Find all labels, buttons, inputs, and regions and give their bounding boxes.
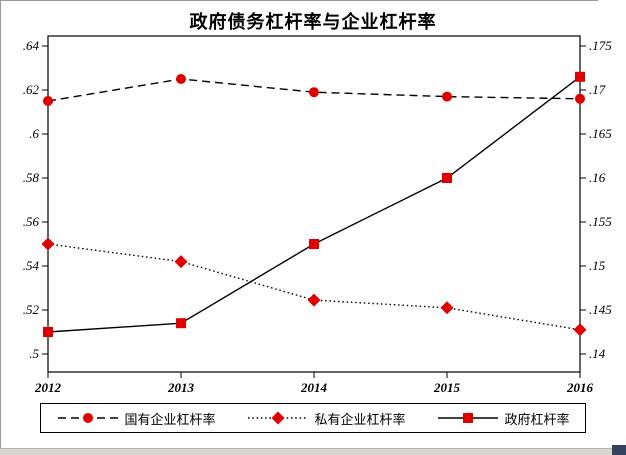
marker-diamond xyxy=(573,323,587,337)
right-axis-tick-label: .155 xyxy=(589,214,612,229)
legend-sample-soe xyxy=(58,413,119,423)
marker-diamond xyxy=(174,255,188,269)
window-border-left xyxy=(0,0,1,449)
legend-marker-diamond-icon xyxy=(271,411,285,425)
right-axis-tick-label: .17 xyxy=(589,82,606,97)
marker-square xyxy=(442,173,452,183)
legend-marker-circle-icon xyxy=(83,413,94,423)
x-axis-tick-label: 2016 xyxy=(566,380,594,395)
series-line-private xyxy=(47,243,581,331)
right-axis-tick-label: .175 xyxy=(589,38,612,53)
marker-diamond xyxy=(307,293,321,307)
left-axis-tick-label: .52 xyxy=(23,302,40,317)
legend-label-private: 私有企业杠杆率 xyxy=(314,411,406,427)
x-axis-tick-label: 2013 xyxy=(167,380,195,395)
legend-sample-private xyxy=(248,411,309,425)
right-axis-tick-label: .14 xyxy=(589,346,606,361)
left-axis-tick-label: .54 xyxy=(23,258,40,273)
marker-square xyxy=(43,327,53,337)
series-government xyxy=(43,71,585,337)
marker-circle xyxy=(442,91,452,102)
marker-square xyxy=(575,71,585,82)
marker-square xyxy=(176,318,186,329)
marker-circle xyxy=(176,74,186,84)
legend-label-government: 政府杠杆率 xyxy=(504,411,570,427)
plot-box xyxy=(47,35,581,373)
x-axis-tick-label: 2014 xyxy=(300,380,328,395)
series-private xyxy=(41,237,587,337)
chart-title: 政府债务杠杆率与企业杠杆率 xyxy=(189,12,437,32)
left-axis-tick-label: .58 xyxy=(23,170,40,185)
x-axis-tick-label: 2012 xyxy=(34,380,62,395)
scrollbar-corner xyxy=(612,445,626,455)
horizontal-scrollbar[interactable] xyxy=(0,448,626,455)
series-line-soe xyxy=(47,78,581,102)
x-axis-tick-label: 2015 xyxy=(433,380,461,395)
plot-svg: .5 .52 .54 .56 .58 .6 .62 .64 .14 .145 .15 .155 .16.… xyxy=(23,35,612,395)
right-axis-tick-label: .16 xyxy=(589,170,606,185)
legend-item-private: 私有企业杠杆率 xyxy=(246,409,406,428)
legend-item-soe: 国有企业杠杆率 xyxy=(56,409,216,428)
marker-square xyxy=(309,239,319,249)
marker-circle xyxy=(43,96,53,106)
right-axis-tick-label: .165 xyxy=(589,126,612,141)
marker-circle xyxy=(575,93,585,104)
chart-legend: 国有企业杠杆率 私有企业杠杆率 政府杠杆率 xyxy=(40,403,586,433)
left-axis-tick-label: .5 xyxy=(29,346,39,361)
window-border-top xyxy=(0,0,598,1)
legend-label-soe: 国有企业杠杆率 xyxy=(124,411,216,427)
legend-marker-square-icon xyxy=(463,413,474,423)
chart-plot: .5 .52 .54 .56 .58 .6 .62 .64 .14 .145 .15 .155 .16.… xyxy=(23,35,612,395)
series-soe xyxy=(43,74,585,106)
left-axis-tick-label: .64 xyxy=(23,38,40,53)
legend-item-government: 政府杠杆率 xyxy=(436,409,570,428)
right-axis-tick-label: .15 xyxy=(589,258,606,273)
left-axis-tick-label: .62 xyxy=(23,82,40,97)
left-axis-tick-label: .6 xyxy=(29,126,39,141)
marker-diamond xyxy=(440,301,454,315)
marker-circle xyxy=(309,87,319,98)
marker-diamond xyxy=(41,237,55,251)
left-axis-tick-label: .56 xyxy=(23,214,40,229)
right-axis-tick-label: .145 xyxy=(589,302,612,317)
legend-sample-government xyxy=(438,413,499,423)
